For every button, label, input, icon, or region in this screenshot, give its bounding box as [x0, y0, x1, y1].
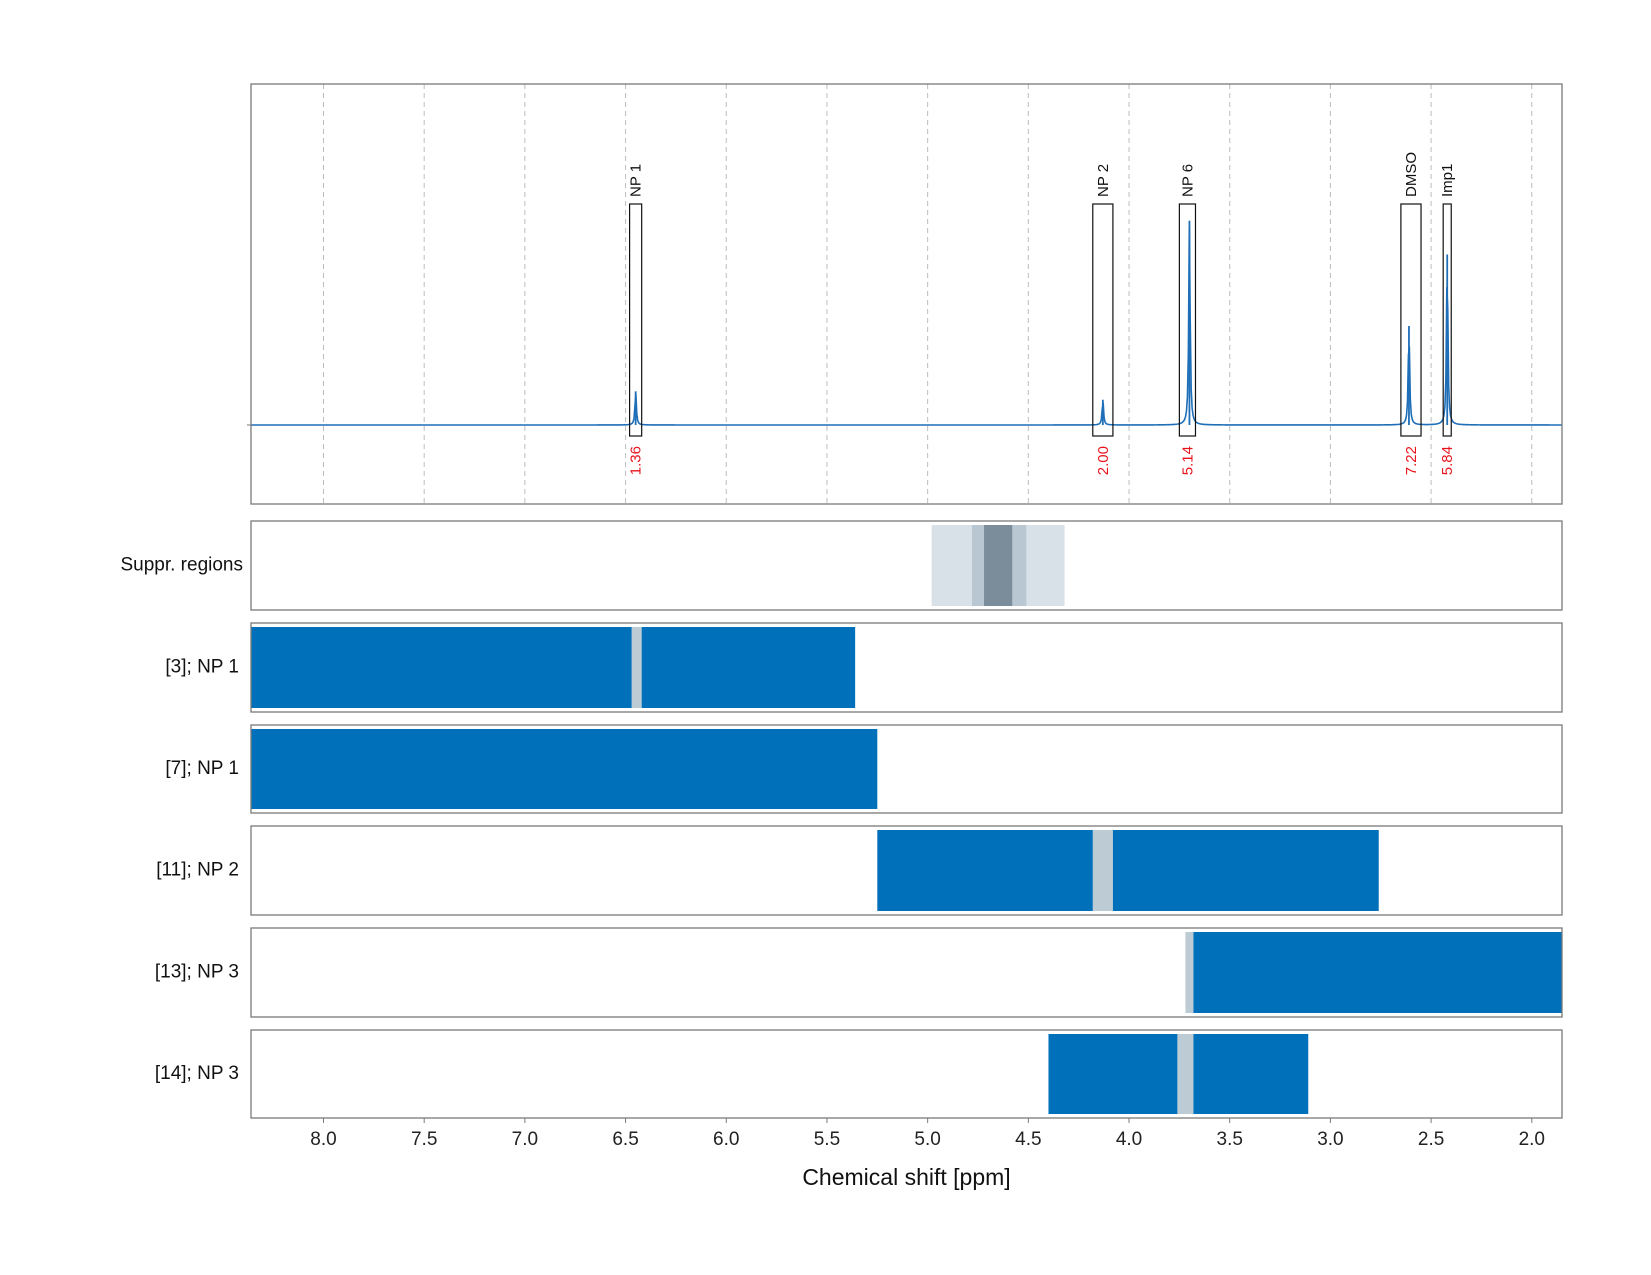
annotation-box: [1178, 203, 1197, 437]
x-tick-label: 4.5: [1015, 1129, 1041, 1150]
track-panel-frame: [250, 1029, 1563, 1119]
spectrum-layer: [251, 220, 1562, 426]
track-bar: [641, 627, 856, 708]
annotation-name: Imp1: [1439, 164, 1456, 197]
annotation-value: 5.14: [1179, 446, 1196, 475]
x-tick-label: 2.0: [1519, 1129, 1545, 1150]
track-bar: [1048, 1034, 1178, 1114]
annotation-value: 2.00: [1095, 446, 1112, 475]
x-axis-label: Chemical shift [ppm]: [802, 1164, 1010, 1190]
track-bar: [877, 830, 1093, 911]
x-tick-label: 7.5: [411, 1129, 437, 1150]
annotation-value: 5.84: [1439, 446, 1456, 475]
x-tick-label: 6.0: [713, 1129, 739, 1150]
annotation-name: NP 1: [628, 164, 645, 197]
track-label: [3]; NP 1: [165, 657, 239, 678]
x-tick-label: 5.5: [814, 1129, 840, 1150]
fill-layer: [251, 525, 1562, 1114]
annotation-box: [1442, 203, 1452, 437]
x-tick-label: 3.5: [1217, 1129, 1243, 1150]
track-gap-bar: [1092, 830, 1113, 911]
annotation-value: 1.36: [628, 446, 645, 475]
track-gap-bar: [1185, 932, 1194, 1013]
track-panel-frame: [250, 927, 1563, 1018]
x-tick-label: 5.0: [914, 1129, 940, 1150]
suppression-label: Suppr. regions: [120, 555, 243, 576]
track-gap-bar: [631, 627, 642, 708]
suppression-panel-frame: [250, 520, 1563, 611]
spectrum-panel-frame: [250, 83, 1563, 505]
track-label: [7]; NP 1: [165, 758, 239, 779]
track-bar: [1112, 830, 1379, 911]
annotation-name: DMSO: [1403, 152, 1420, 197]
x-tick-label: 2.5: [1418, 1129, 1444, 1150]
frame-layer: [247, 83, 1563, 1119]
track-panel-frame: [250, 825, 1563, 916]
track-bar: [1193, 932, 1562, 1013]
x-tick-label: 6.5: [612, 1129, 638, 1150]
track-panel-frame: [250, 724, 1563, 814]
annotation-name: NP 6: [1179, 164, 1196, 197]
grid-layer: [322, 84, 1533, 504]
x-tick-label: 3.0: [1317, 1129, 1343, 1150]
track-bar: [251, 729, 878, 809]
x-axis: Suppr. regions [3]; NP 1 [7]; NP 1 [11]; NP…: [120, 555, 1545, 1150]
track-label: [11]; NP 2: [156, 860, 239, 881]
annotation-layer: NP 1 1.36 NP 2 2.00 NP 6 5.14 DMSO 7.22 Imp1 5.84: [628, 152, 1457, 475]
track-label: [14]; NP 3: [155, 1063, 239, 1084]
track-gap-bar: [1177, 1034, 1194, 1114]
annotation-box: [1400, 203, 1422, 437]
annotation-box: [628, 203, 643, 437]
annotation-name: NP 2: [1095, 164, 1112, 197]
track-panel-frame: [250, 622, 1563, 713]
annotation-box: [1092, 203, 1114, 437]
x-tick-label: 4.0: [1116, 1129, 1142, 1150]
annotation-value: 7.22: [1403, 446, 1420, 475]
x-tick-label: 7.0: [512, 1129, 538, 1150]
suppression-band: [984, 525, 1013, 606]
x-tick-label: 8.0: [310, 1129, 336, 1150]
track-bar: [251, 627, 632, 708]
spectrum-line: [251, 226, 1562, 426]
track-bar: [1193, 1034, 1309, 1114]
track-label: [13]; NP 3: [155, 962, 239, 983]
